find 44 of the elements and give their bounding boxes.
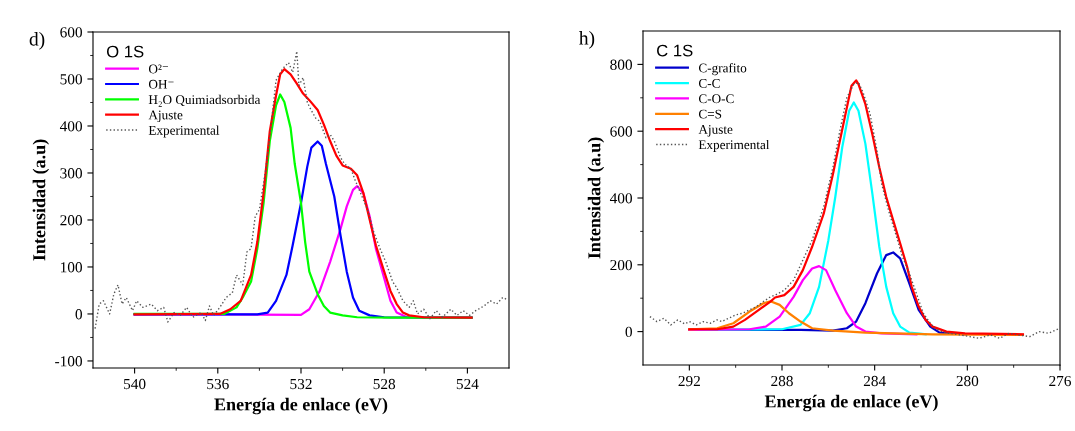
y-tick-label: 500 bbox=[60, 74, 82, 85]
x-tick-label: 528 bbox=[373, 378, 396, 390]
y-tick-label: -100 bbox=[55, 356, 82, 367]
x-tick-label: 276 bbox=[1049, 375, 1071, 387]
legend-label: Experimental bbox=[698, 139, 770, 152]
y-tick-label: 300 bbox=[60, 168, 82, 179]
line-series bbox=[649, 81, 1060, 339]
y-tick-label: 200 bbox=[60, 215, 82, 226]
y-tick-label: 800 bbox=[610, 59, 632, 70]
x-axis-title: Energía de enlace (eV) bbox=[764, 394, 938, 412]
legend-label: C-C bbox=[698, 78, 720, 88]
y-tick-label: 400 bbox=[609, 193, 632, 204]
legend-label: Ajuste bbox=[698, 125, 733, 137]
y-tick-label: 100 bbox=[61, 262, 82, 273]
y-tick-label: 0 bbox=[625, 326, 632, 338]
legend-title: O 1S bbox=[106, 45, 144, 58]
x-tick-label: 292 bbox=[678, 375, 700, 387]
legend-label: Ajuste bbox=[148, 110, 183, 123]
x-tick-label: 536 bbox=[207, 378, 229, 390]
text: h) bbox=[579, 31, 595, 49]
legend-label: C-O-C bbox=[698, 94, 734, 104]
y-tick-label: 200 bbox=[610, 259, 632, 271]
x-tick-label: 280 bbox=[956, 375, 979, 387]
y-tick-label: 600 bbox=[60, 27, 82, 38]
x-tick-label: 288 bbox=[771, 375, 793, 387]
legend-title: C 1S bbox=[657, 44, 693, 57]
line-series bbox=[688, 79, 1025, 336]
x-axis-title: Energía de enlace (eV) bbox=[214, 397, 388, 415]
legend-label: Experimental bbox=[148, 125, 220, 138]
y-axis-title: Intensidad (a.u) bbox=[587, 137, 605, 259]
legend-label: OH⁻ bbox=[148, 79, 174, 89]
x-tick-label: 284 bbox=[863, 375, 886, 387]
legend-label: H₂O Quimiadsorbida bbox=[148, 94, 261, 107]
legend-label: O²⁻ bbox=[148, 64, 168, 74]
legend-label: C=S bbox=[698, 109, 722, 119]
y-tick-label: 600 bbox=[610, 126, 632, 137]
y-axis-title: Intensidad (a.u) bbox=[32, 139, 50, 261]
legend-label: C-grafito bbox=[698, 63, 747, 76]
x-tick-label: 540 bbox=[124, 378, 146, 390]
text: d) bbox=[29, 32, 45, 50]
y-tick-label: 400 bbox=[59, 121, 82, 132]
y-tick-label: 0 bbox=[75, 309, 82, 320]
x-tick-label: 524 bbox=[456, 378, 479, 390]
x-tick-label: 532 bbox=[290, 378, 312, 390]
